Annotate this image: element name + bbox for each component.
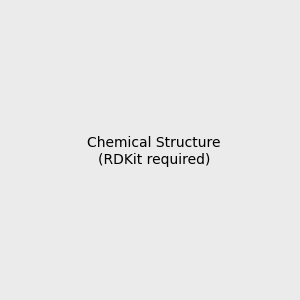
Text: Chemical Structure
(RDKit required): Chemical Structure (RDKit required) xyxy=(87,136,220,166)
